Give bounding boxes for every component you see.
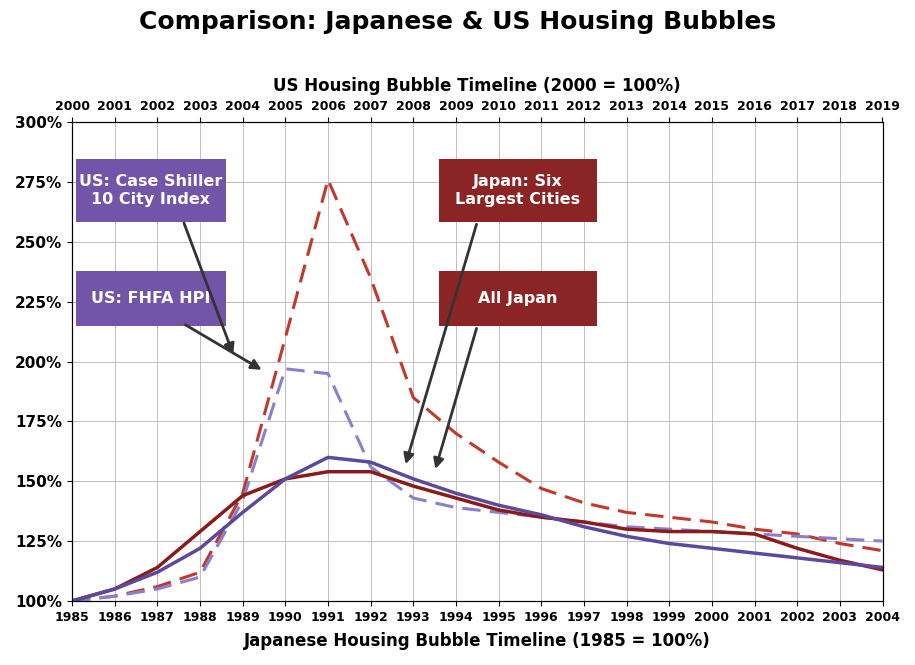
Bar: [439, 160, 597, 221]
Text: Comparison: Japanese & US Housing Bubbles: Comparison: Japanese & US Housing Bubble…: [139, 10, 776, 34]
Bar: [439, 271, 597, 326]
Text: All Japan: All Japan: [478, 291, 557, 306]
Bar: [76, 271, 226, 326]
X-axis label: Japanese Housing Bubble Timeline (1985 = 100%): Japanese Housing Bubble Timeline (1985 =…: [244, 632, 711, 650]
Text: Japan: Six
Largest Cities: Japan: Six Largest Cities: [456, 174, 580, 207]
Text: US: Case Shiller
10 City Index: US: Case Shiller 10 City Index: [80, 174, 222, 207]
X-axis label: US Housing Bubble Timeline (2000 = 100%): US Housing Bubble Timeline (2000 = 100%): [274, 77, 681, 95]
Bar: [76, 160, 226, 221]
Text: US: FHFA HPI: US: FHFA HPI: [92, 291, 210, 306]
